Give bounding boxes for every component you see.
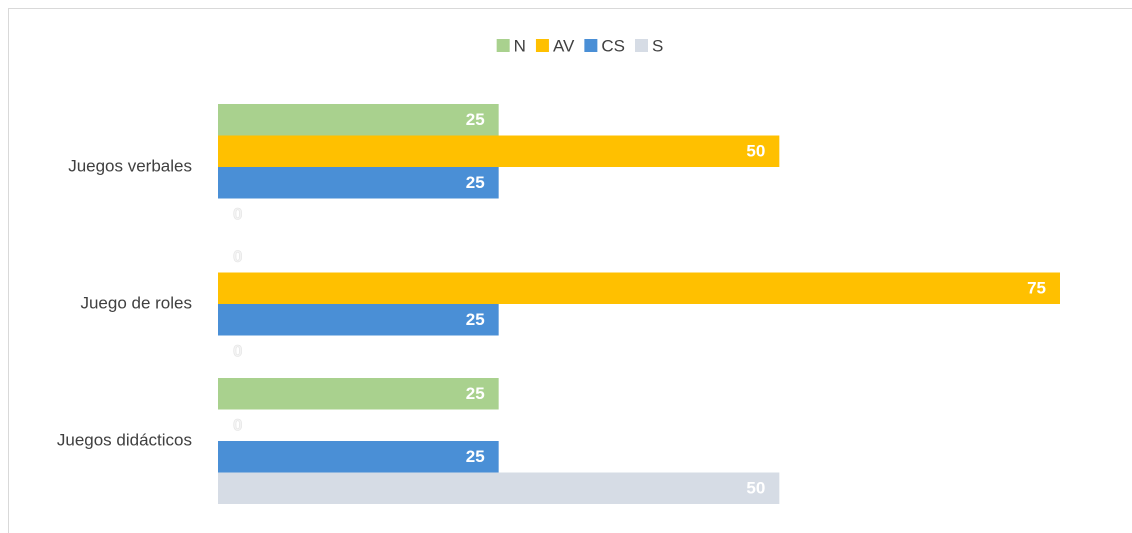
- value-label: 25: [466, 447, 485, 466]
- bar: [218, 472, 780, 504]
- legend-swatch: [535, 39, 549, 52]
- chart-border: [8, 8, 1132, 533]
- value-label: 50: [746, 479, 765, 498]
- legend: N AV CS S: [496, 36, 663, 55]
- value-label: 0: [233, 342, 242, 361]
- bar: [218, 104, 499, 136]
- value-label: 25: [466, 310, 485, 329]
- legend-label: N: [514, 36, 526, 55]
- bar: [218, 135, 780, 167]
- category-label: Juegos verbales: [68, 156, 192, 175]
- value-label: 25: [466, 110, 485, 129]
- legend-swatch: [496, 39, 510, 52]
- bar: [218, 304, 499, 336]
- legend-swatch: [634, 39, 648, 52]
- legend-label: S: [652, 36, 663, 55]
- value-label: 50: [746, 142, 765, 161]
- bar: [218, 167, 499, 199]
- category-label: Juego de roles: [80, 293, 192, 312]
- legend-swatch: [584, 39, 598, 52]
- bar: [218, 378, 499, 410]
- value-label: 25: [466, 173, 485, 192]
- value-label: 75: [1027, 279, 1046, 298]
- value-label: 25: [466, 384, 485, 403]
- value-label: 0: [233, 416, 242, 435]
- category-label: Juegos didácticos: [57, 430, 192, 449]
- bar: [218, 272, 1060, 304]
- value-label: 0: [233, 205, 242, 224]
- legend-label: CS: [601, 36, 625, 55]
- legend-label: AV: [553, 36, 575, 55]
- value-label: 0: [233, 247, 242, 266]
- bar: [218, 441, 499, 473]
